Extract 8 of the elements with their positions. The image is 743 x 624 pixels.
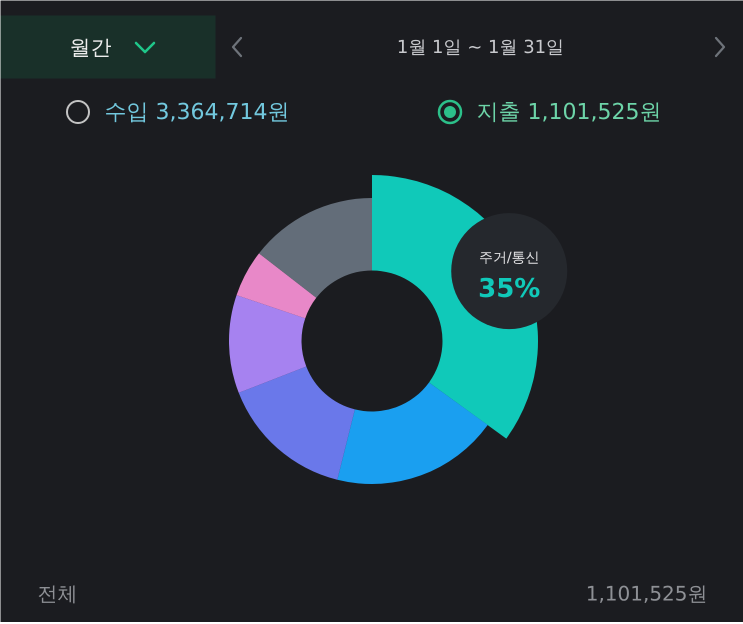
- text: 전체: [38, 582, 78, 606]
- text: 1,101,525원: [586, 582, 708, 606]
- text: 지출 1,101,525원: [476, 100, 662, 125]
- data-label: 35%: [478, 274, 540, 304]
- chart-title: 1월 1일 ~ 1월 31일: [396, 37, 564, 58]
- slice-label: 주거/통신: [478, 250, 540, 266]
- text: 월간: [70, 36, 112, 60]
- text: 수입 3,364,714원: [104, 100, 290, 125]
